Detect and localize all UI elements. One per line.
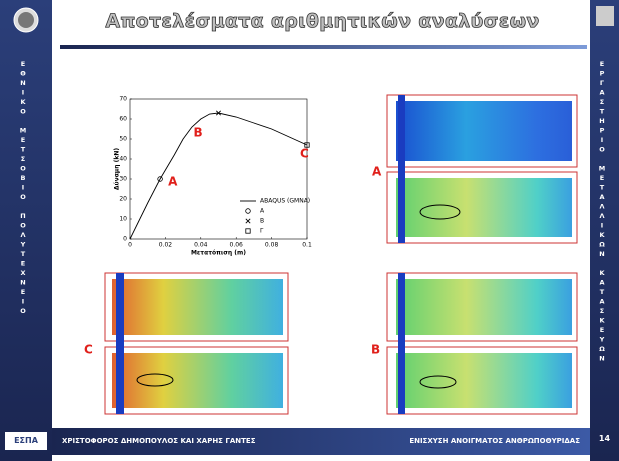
y-tick-label: 0 bbox=[123, 236, 127, 243]
y-tick-label: 10 bbox=[119, 216, 127, 223]
x-tick-label: 0.06 bbox=[230, 242, 244, 249]
y-tick-label: 30 bbox=[119, 176, 127, 183]
y-tick-label: 40 bbox=[119, 156, 127, 163]
legend-label: ABAQUS (GMNA) bbox=[260, 198, 310, 205]
x-tick-label: 0.04 bbox=[194, 242, 208, 249]
chart-background bbox=[108, 90, 318, 258]
x-tick-label: 0 bbox=[128, 242, 132, 249]
y-tick-label: 20 bbox=[119, 196, 127, 203]
x-tick-label: 0.1 bbox=[302, 242, 312, 249]
x-tick-label: 0.08 bbox=[265, 242, 279, 249]
chart: 0 0.02 0.04 0.06 0.08 0.1 0 10 20 30 40 50 60 70 Μετατ… bbox=[0, 0, 619, 461]
y-tick-label: 60 bbox=[119, 116, 127, 123]
annotation: B bbox=[194, 126, 203, 140]
slide: ΕΘΝΙΚΟ ΜΕΤΣΟΒΙΟ ΠΟΛΥΤΕΧΝΕΙΟ ΕΣΠΑ ΕΡΓΑΣΤΗ… bbox=[0, 0, 619, 461]
legend-label: B bbox=[260, 218, 264, 225]
y-axis-label: Δύναμη (kN) bbox=[114, 148, 121, 190]
annotation: A bbox=[168, 175, 178, 189]
y-tick-label: 50 bbox=[119, 136, 127, 143]
x-tick-label: 0.02 bbox=[159, 242, 173, 249]
annotation: C bbox=[300, 147, 309, 161]
x-axis-label: Μετατόπιση (m) bbox=[191, 250, 246, 257]
y-tick-label: 70 bbox=[119, 96, 127, 103]
